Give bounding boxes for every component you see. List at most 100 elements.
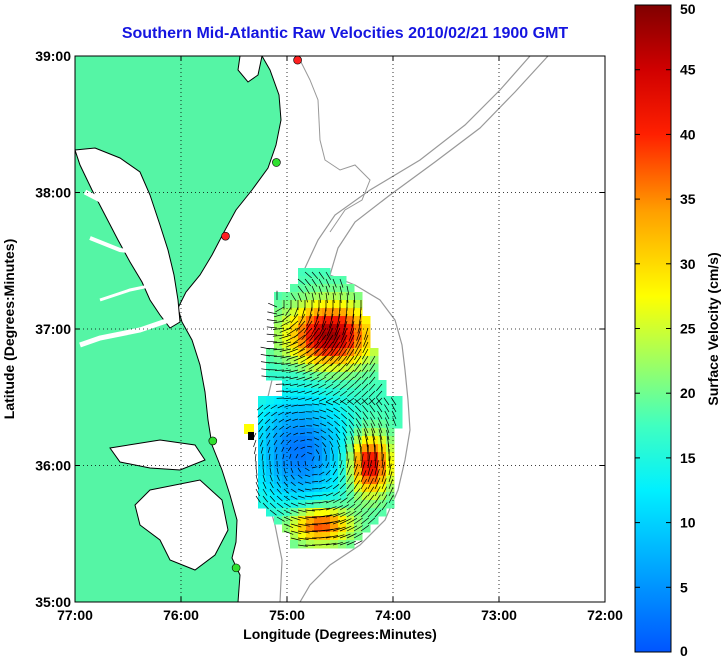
velocity-cell: [282, 388, 291, 397]
velocity-arrow: [292, 348, 306, 356]
velocity-arrow: [287, 362, 299, 367]
velocity-arrow: [366, 439, 369, 455]
velocity-arrow: [346, 496, 355, 504]
y-tick-label: 39:00: [35, 48, 71, 64]
velocity-arrow: [291, 404, 299, 407]
velocity-cell: [354, 516, 363, 525]
velocity-cell: [330, 428, 339, 437]
velocity-cell: [322, 348, 331, 357]
velocity-arrow: [262, 481, 267, 489]
velocity-arrow: [361, 397, 369, 405]
velocity-arrow: [318, 390, 327, 396]
velocity-arrow: [297, 509, 308, 513]
velocity-arrow: [299, 425, 306, 428]
velocity-arrow: [319, 320, 327, 336]
velocity-cell: [274, 300, 283, 309]
velocity-arrow: [374, 486, 381, 497]
velocity-arrow: [304, 278, 312, 287]
x-tick-label: 73:00: [481, 607, 517, 623]
velocity-arrow: [323, 362, 334, 372]
velocity-arrow: [318, 521, 334, 525]
velocity-arrow: [311, 292, 315, 303]
velocity-cell: [266, 412, 275, 421]
velocity-cell: [298, 532, 307, 541]
velocity-cell: [330, 292, 339, 301]
velocity-arrow: [279, 334, 292, 340]
velocity-arrow: [282, 453, 285, 460]
velocity-cell: [354, 372, 363, 381]
velocity-cell: [346, 412, 355, 421]
velocity-cell: [322, 508, 331, 517]
velocity-arrow: [288, 369, 299, 373]
velocity-cell: [338, 484, 347, 493]
velocity-arrow: [374, 468, 380, 483]
velocity-arrow: [285, 334, 299, 342]
velocity-arrow: [325, 527, 340, 532]
velocity-cell: [346, 284, 355, 293]
velocity-arrow: [287, 439, 292, 444]
velocity-arrow: [360, 517, 369, 525]
velocity-arrow: [309, 327, 320, 342]
velocity-cell: [314, 340, 323, 349]
velocity-arrow: [360, 453, 364, 469]
velocity-cell: [282, 516, 291, 525]
river-rappahannock: [89, 236, 161, 257]
velocity-cell: [330, 324, 339, 333]
velocity-arrow: [261, 453, 264, 461]
velocity-arrow: [353, 525, 363, 532]
velocity-arrow: [362, 341, 369, 354]
velocity-arrow: [336, 313, 341, 328]
velocity-arrow: [304, 292, 308, 303]
velocity-cell: [290, 540, 299, 549]
velocity-arrow: [332, 526, 346, 532]
velocity-arrow: [333, 407, 341, 413]
velocity-cell: [282, 436, 291, 445]
velocity-arrow: [339, 525, 352, 532]
velocity-cell: [274, 372, 283, 381]
velocity-cell: [266, 404, 275, 413]
velocity-cell: [338, 308, 347, 317]
velocity-arrow: [306, 348, 320, 359]
velocity-arrow: [339, 460, 343, 469]
velocity-arrow: [311, 383, 320, 388]
velocity-arrow: [370, 423, 376, 434]
velocity-arrow: [267, 446, 271, 454]
velocity-arrow: [257, 411, 264, 418]
velocity-arrow: [276, 474, 280, 481]
velocity-arrow: [300, 446, 306, 450]
velocity-arrow: [283, 467, 286, 474]
velocity-arrow: [392, 417, 397, 427]
velocity-cell: [306, 308, 315, 317]
velocity-cell: [266, 452, 275, 461]
velocity-arrow: [297, 495, 305, 499]
velocity-arrow: [268, 302, 278, 308]
velocity-arrow: [315, 334, 327, 350]
velocity-cell: [330, 388, 339, 397]
velocity-arrow: [283, 530, 294, 535]
velocity-arrow: [347, 406, 355, 413]
velocity-cell: [290, 412, 299, 421]
velocity-arrow: [286, 355, 299, 360]
velocity-arrow: [361, 369, 369, 378]
velocity-arrow: [304, 467, 310, 471]
colorbar-label: Surface Velocity (cm/s): [705, 252, 721, 405]
velocity-cell: [362, 524, 371, 533]
velocity-cell: [362, 364, 371, 373]
velocity-arrow: [283, 488, 290, 494]
velocity-cell: [330, 396, 339, 405]
velocity-arrow: [321, 313, 327, 328]
velocity-cell: [370, 484, 379, 493]
velocity-cell: [330, 372, 339, 381]
velocity-cell: [346, 396, 355, 405]
velocity-arrow: [300, 355, 313, 363]
velocity-cell: [370, 348, 379, 357]
velocity-cell: [266, 500, 275, 509]
velocity-arrow: [377, 417, 383, 427]
velocity-arrow: [336, 439, 341, 448]
colorbar-tick-label: 10: [680, 515, 696, 531]
delaware-bay: [237, 56, 263, 83]
velocity-cell: [314, 476, 323, 485]
velocity-arrow: [338, 306, 341, 320]
velocity-cell: [346, 348, 355, 357]
velocity-arrow: [381, 502, 388, 511]
